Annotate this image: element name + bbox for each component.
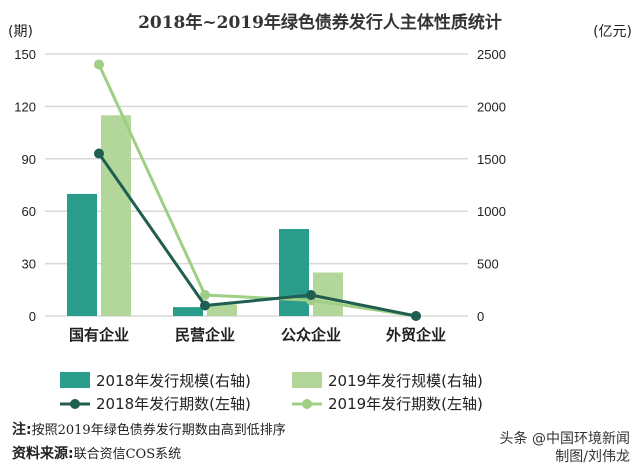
category-label: 公众企业 — [281, 326, 341, 344]
bar-2018-scale — [173, 307, 203, 316]
bar-2018-scale — [67, 193, 97, 316]
right-tick-label: 500 — [477, 257, 499, 272]
point-2018-count — [411, 311, 421, 321]
legend-label: 2019年发行规模(右轴) — [328, 372, 483, 390]
category-label: 外贸企业 — [385, 326, 446, 344]
line-2018-count — [97, 152, 417, 318]
category-label: 民营企业 — [175, 326, 235, 344]
note: 注:按照2019年绿色债券发行期数由高到低排序 — [12, 421, 286, 438]
legend-marker — [70, 399, 80, 409]
point-2018-count — [94, 148, 104, 159]
category-label: 国有企业 — [69, 326, 129, 344]
watermark-line1: 头条 @中国环境新闻 — [500, 430, 630, 447]
right-axis-unit: (亿元) — [593, 24, 632, 40]
left-tick-label: 150 — [14, 47, 36, 62]
line-2019-count — [97, 63, 417, 318]
right-tick-label: 2500 — [477, 47, 506, 62]
left-tick-label: 120 — [14, 99, 36, 114]
bar-2019-scale — [313, 272, 343, 316]
point-2019-count — [200, 290, 210, 301]
left-axis-unit: (期) — [8, 24, 33, 40]
right-tick-label: 0 — [477, 309, 484, 324]
legend-marker — [302, 399, 312, 409]
point-2019-count — [94, 59, 104, 70]
legend: 2018年发行规模(右轴) 2019年发行规模(右轴) 2018年发行期数(左轴… — [60, 372, 483, 413]
legend-swatch-2019-scale — [292, 372, 322, 388]
right-tick-label: 1500 — [477, 152, 506, 167]
point-2018-count — [306, 290, 316, 301]
bar-2019-scale — [207, 304, 237, 316]
point-2018-count — [200, 300, 210, 311]
chart-title: 2018年~2019年绿色债券发行人主体性质统计 — [138, 12, 502, 33]
legend-label: 2018年发行规模(右轴) — [96, 372, 251, 390]
legend-swatch-2018-scale — [60, 372, 90, 388]
legend-label: 2018年发行期数(左轴) — [96, 395, 251, 413]
left-tick-label: 60 — [22, 204, 36, 219]
left-tick-label: 90 — [22, 152, 36, 167]
left-tick-label: 0 — [29, 309, 36, 324]
legend-label: 2019年发行期数(左轴) — [328, 395, 483, 413]
right-tick-label: 2000 — [477, 99, 506, 114]
right-tick-label: 1000 — [477, 204, 506, 219]
bar-2018-scale — [279, 229, 309, 316]
bar-2019-scale — [101, 115, 131, 316]
watermark-line2: 制图/刘伟龙 — [555, 449, 630, 465]
left-tick-label: 30 — [22, 257, 36, 272]
source: 资料来源:联合资信COS系统 — [12, 445, 181, 462]
